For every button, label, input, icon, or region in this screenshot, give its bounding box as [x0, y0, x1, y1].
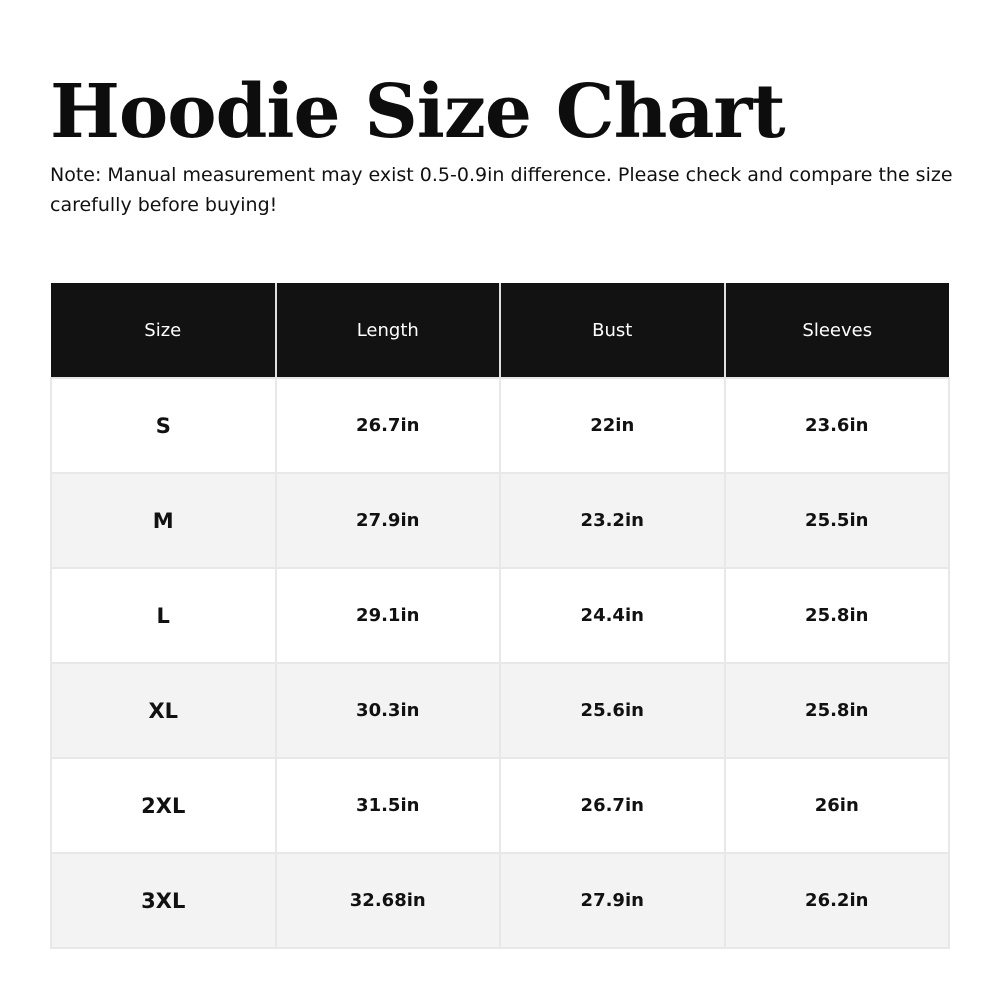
cell-size: 3XL: [50, 852, 277, 949]
cell-size: L: [50, 567, 277, 664]
header-size: Size: [51, 283, 276, 379]
cell-size: M: [50, 472, 277, 569]
cell-length: 26.7in: [274, 377, 501, 474]
cell-size: XL: [50, 662, 277, 759]
cell-sleeves: 23.6in: [723, 377, 950, 474]
size-chart-table: Size Length Bust Sleeves S 26.7in 22in 23.6…: [50, 283, 950, 949]
cell-size: S: [50, 377, 277, 474]
cell-bust: 27.9in: [499, 852, 726, 949]
cell-bust: 22in: [499, 377, 726, 474]
cell-size: 2XL: [50, 757, 277, 854]
table-row: XL 30.3in 25.6in 25.8in: [50, 662, 950, 759]
cell-length: 29.1in: [274, 567, 501, 664]
table-row: L 29.1in 24.4in 25.8in: [50, 567, 950, 664]
table-row: M 27.9in 23.2in 25.5in: [50, 472, 950, 569]
cell-bust: 25.6in: [499, 662, 726, 759]
cell-bust: 23.2in: [499, 472, 726, 569]
table-row: S 26.7in 22in 23.6in: [50, 377, 950, 474]
table-row: 3XL 32.68in 27.9in 26.2in: [50, 852, 950, 949]
cell-sleeves: 26in: [723, 757, 950, 854]
cell-sleeves: 25.8in: [723, 567, 950, 664]
cell-length: 31.5in: [274, 757, 501, 854]
header-sleeves: Sleeves: [723, 283, 949, 379]
cell-sleeves: 25.8in: [723, 662, 950, 759]
cell-bust: 26.7in: [499, 757, 726, 854]
page-title: Hoodie Size Chart: [50, 69, 786, 155]
cell-bust: 24.4in: [499, 567, 726, 664]
cell-sleeves: 26.2in: [723, 852, 950, 949]
measurement-note: Note: Manual measurement may exist 0.5-0…: [50, 164, 953, 216]
table-body: S 26.7in 22in 23.6in M 27.9in 23.2in 25.5in L 29.…: [50, 377, 950, 949]
cell-length: 27.9in: [274, 472, 501, 569]
header-length: Length: [274, 283, 500, 379]
cell-sleeves: 25.5in: [723, 472, 950, 569]
cell-length: 32.68in: [274, 852, 501, 949]
cell-length: 30.3in: [274, 662, 501, 759]
table-header-row: Size Length Bust Sleeves: [51, 283, 949, 379]
table-row: 2XL 31.5in 26.7in 26in: [50, 757, 950, 854]
header-bust: Bust: [499, 283, 725, 379]
